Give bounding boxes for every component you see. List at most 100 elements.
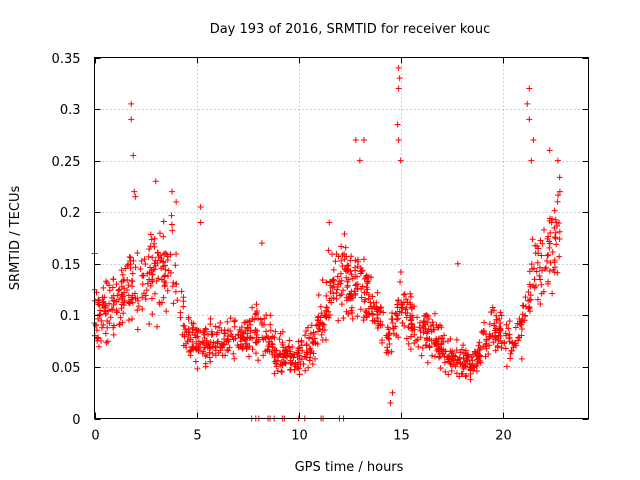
data-point [509,339,516,346]
data-point [352,267,359,274]
data-point [188,319,195,326]
data-point [317,303,324,310]
data-point [161,262,168,269]
data-point [551,259,558,266]
data-point [526,85,533,92]
y-axis-label: SRMTID / TECUs [8,186,23,291]
data-point [104,338,111,345]
data-point [217,319,224,326]
data-point [460,342,467,349]
data-point [296,371,303,378]
data-point [318,331,325,338]
data-point [387,400,394,407]
data-point [249,335,256,342]
data-point [526,116,533,123]
x-tick-label: 5 [193,429,201,444]
data-point [401,291,408,298]
data-point [329,251,336,258]
data-point [239,334,246,341]
data-point [269,343,276,350]
data-point [227,327,234,334]
data-point [373,305,380,312]
data-point [393,311,400,318]
data-point [167,251,174,258]
data-point [354,263,361,270]
data-point [228,331,235,338]
data-point [140,272,147,279]
plot-frame [94,57,589,419]
data-point [323,292,330,299]
data-point [542,264,549,271]
data-point [103,278,110,285]
data-point [235,331,242,338]
data-point [501,339,508,346]
data-point [550,266,557,273]
data-point [361,298,368,305]
data-point [502,330,509,337]
data-point [395,85,402,92]
data-point [137,266,144,273]
data-point [551,224,558,231]
data-point [115,287,122,294]
data-point [411,331,418,338]
data-point [244,324,251,331]
data-point [263,333,270,340]
data-point [167,269,174,276]
data-point [201,331,208,338]
data-point [494,343,501,350]
data-point [545,251,552,258]
data-point [131,188,138,195]
data-point [365,278,372,285]
data-point [310,331,317,338]
data-point [395,334,402,341]
data-point [192,358,199,365]
data-point [322,313,329,320]
data-point [516,320,523,327]
data-point [113,298,120,305]
data-point [369,293,376,300]
data-point [161,283,168,290]
data-point [386,330,393,337]
data-point [103,339,110,346]
data-point [384,334,391,341]
data-point [309,361,316,368]
data-point [295,359,302,366]
data-point [480,330,487,337]
data-point [154,249,161,256]
data-point [169,188,176,195]
data-point [160,294,167,301]
data-point [389,389,396,396]
data-point [533,268,540,275]
data-point [427,323,434,330]
data-point [489,304,496,311]
data-point [139,306,146,313]
data-point [546,268,553,275]
data-point [252,326,259,333]
data-point [150,266,157,273]
data-point [218,327,225,334]
data-point [394,312,401,319]
data-point [342,244,349,251]
data-point [129,283,136,290]
data-point [403,314,410,321]
data-point [528,157,535,164]
x-tick-label: 0 [91,429,99,444]
data-point [192,331,199,338]
data-point [303,327,310,334]
data-point [530,137,537,144]
data-point [282,359,289,366]
data-point [343,297,350,304]
data-point [460,354,467,361]
data-point [417,327,424,334]
data-point [543,258,550,265]
data-point [282,347,289,354]
data-point [110,322,117,329]
data-point [291,367,298,374]
data-point [201,328,208,335]
data-point [182,326,189,333]
data-point [117,314,124,321]
data-point [486,320,493,327]
data-point [435,342,442,349]
data-point [522,313,529,320]
data-point [266,338,273,345]
